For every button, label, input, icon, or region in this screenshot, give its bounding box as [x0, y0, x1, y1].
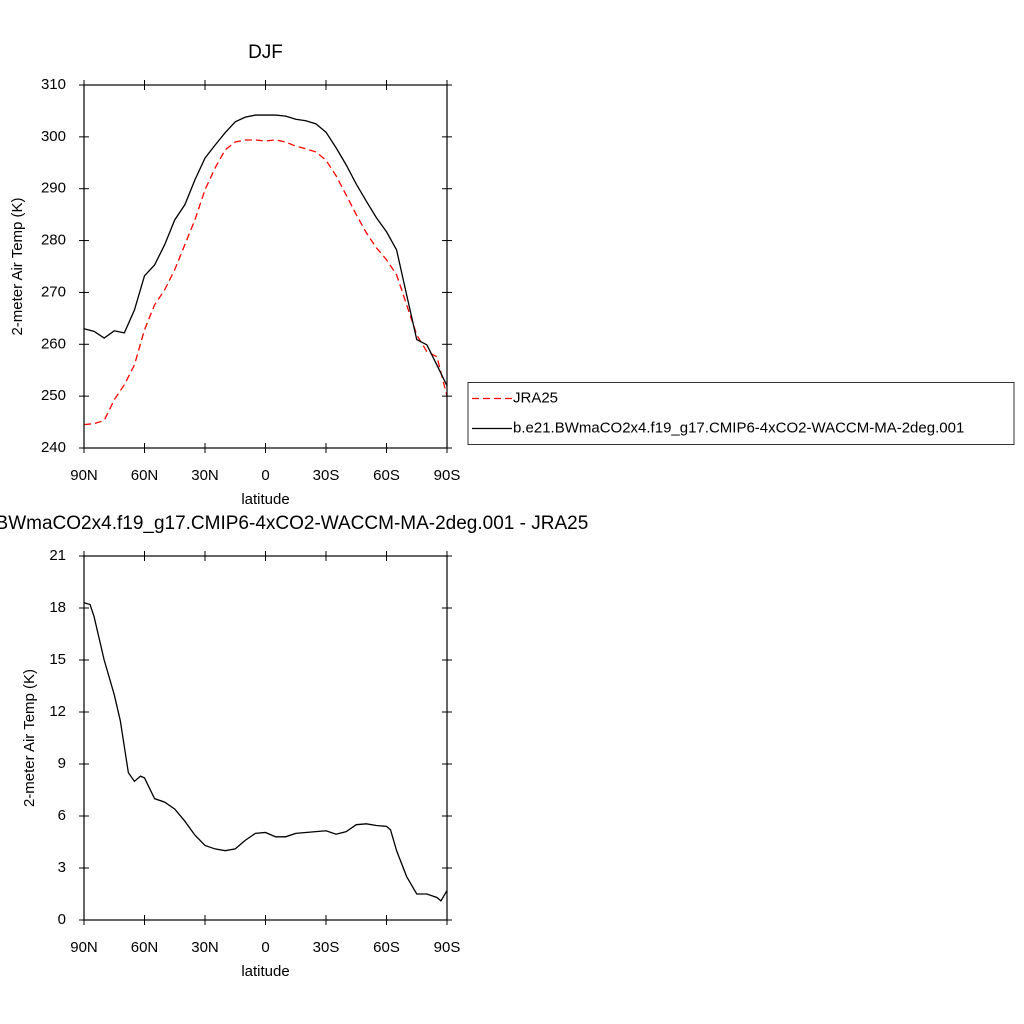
plot-frame [83, 84, 448, 449]
chart-title: b.e21.BWmaCO2x4.f19_g17.CMIP6-4xCO2-WACC… [0, 513, 588, 534]
y-tick-label: 240 [41, 439, 66, 456]
y-tick-label: 280 [41, 232, 66, 249]
x-tick-label: 90S [434, 467, 461, 484]
y-tick-label: 260 [41, 335, 66, 352]
y-tick-label: 290 [41, 180, 66, 197]
x-tick-label: 90N [70, 939, 98, 956]
x-tick-label: 30N [191, 467, 219, 484]
x-tick-label: 60S [373, 467, 400, 484]
data-line [83, 139, 448, 426]
x-tick-label: 0 [261, 467, 269, 484]
x-tick-label: 30S [313, 467, 340, 484]
legend-label: JRA25 [513, 389, 558, 406]
y-tick-label: 3 [58, 859, 66, 876]
x-tick-label: 90S [434, 939, 461, 956]
x-axis-label: latitude [241, 491, 289, 508]
y-tick-label: 12 [49, 703, 66, 720]
x-tick-label: 30N [191, 939, 219, 956]
x-tick-label: 60N [131, 467, 159, 484]
y-tick-label: 270 [41, 283, 66, 300]
legend-box [467, 382, 1015, 445]
y-tick-label: 15 [49, 651, 66, 668]
x-tick-label: 30S [313, 939, 340, 956]
y-tick-label: 250 [41, 387, 66, 404]
data-line [83, 114, 448, 387]
y-axis-label: 2-meter Air Temp (K) [9, 197, 26, 335]
x-axis-label: latitude [241, 963, 289, 980]
legend-label: b.e21.BWmaCO2x4.f19_g17.CMIP6-4xCO2-WACC… [513, 419, 964, 436]
plot-frame [83, 555, 448, 921]
chart-title: DJF [248, 42, 283, 63]
y-tick-label: 6 [58, 807, 66, 824]
y-tick-label: 300 [41, 128, 66, 145]
y-tick-label: 310 [41, 76, 66, 93]
data-line [83, 602, 448, 902]
x-tick-label: 60N [131, 939, 159, 956]
y-tick-label: 21 [49, 547, 66, 564]
y-axis-label: 2-meter Air Temp (K) [21, 669, 38, 807]
x-tick-label: 60S [373, 939, 400, 956]
x-tick-label: 0 [261, 939, 269, 956]
y-tick-label: 18 [49, 599, 66, 616]
y-tick-label: 9 [58, 755, 66, 772]
x-tick-label: 90N [70, 467, 98, 484]
y-tick-label: 0 [58, 911, 66, 928]
